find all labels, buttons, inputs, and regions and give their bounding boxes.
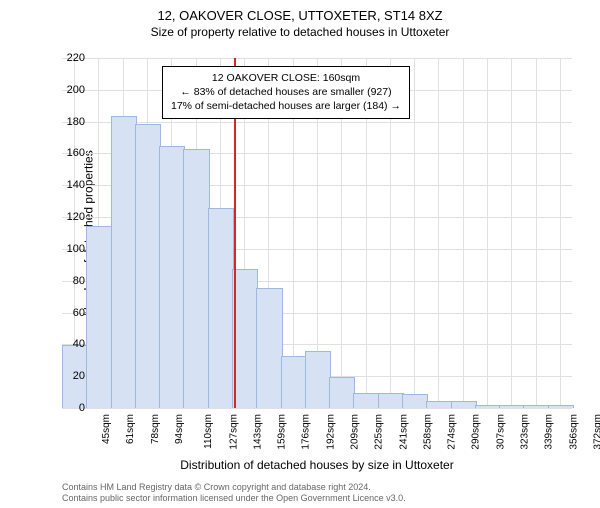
x-tick-label: 127sqm xyxy=(228,414,239,450)
histogram-bar xyxy=(402,394,428,408)
histogram-bar xyxy=(499,405,525,408)
chart-title: 12, OAKOVER CLOSE, UTTOXETER, ST14 8XZ xyxy=(0,8,600,23)
histogram-bar xyxy=(86,226,112,408)
histogram-bar xyxy=(548,405,574,408)
y-tick-label: 120 xyxy=(55,211,85,223)
gridline-v xyxy=(536,58,537,408)
gridline-v xyxy=(438,58,439,408)
x-tick-label: 225sqm xyxy=(374,414,385,450)
histogram-bar xyxy=(183,149,209,408)
x-tick-label: 78sqm xyxy=(150,414,161,444)
x-tick-label: 241sqm xyxy=(398,414,409,450)
x-tick-label: 45sqm xyxy=(101,414,112,444)
footer-line-2: Contains public sector information licen… xyxy=(62,493,406,504)
info-line-3: 17% of semi-detached houses are larger (… xyxy=(171,99,401,113)
footer-line-1: Contains HM Land Registry data © Crown c… xyxy=(62,482,406,493)
y-tick-label: 140 xyxy=(55,179,85,191)
info-line-2: ← 83% of detached houses are smaller (92… xyxy=(171,85,401,99)
y-tick-label: 60 xyxy=(55,307,85,319)
gridline-h xyxy=(62,408,572,409)
x-tick-label: 307sqm xyxy=(495,414,506,450)
x-axis-label: Distribution of detached houses by size … xyxy=(62,458,572,472)
histogram-bar xyxy=(523,405,549,408)
histogram-bar xyxy=(353,393,379,408)
plot-area: 12 OAKOVER CLOSE: 160sqm← 83% of detache… xyxy=(62,58,572,408)
info-box: 12 OAKOVER CLOSE: 160sqm← 83% of detache… xyxy=(162,66,410,119)
x-tick-label: 159sqm xyxy=(277,414,288,450)
x-tick-label: 143sqm xyxy=(252,414,263,450)
x-tick-label: 274sqm xyxy=(447,414,458,450)
info-line-1: 12 OAKOVER CLOSE: 160sqm xyxy=(171,71,401,85)
y-tick-label: 160 xyxy=(55,147,85,159)
y-tick-label: 200 xyxy=(55,84,85,96)
x-tick-label: 290sqm xyxy=(471,414,482,450)
histogram-bar xyxy=(451,401,477,408)
y-tick-label: 220 xyxy=(55,52,85,64)
footer-text: Contains HM Land Registry data © Crown c… xyxy=(62,482,406,504)
chart-container: 12, OAKOVER CLOSE, UTTOXETER, ST14 8XZ S… xyxy=(0,8,600,508)
histogram-bar xyxy=(208,208,234,408)
x-tick-label: 94sqm xyxy=(174,414,185,444)
x-tick-label: 339sqm xyxy=(544,414,555,450)
histogram-bar xyxy=(111,116,137,408)
x-tick-label: 258sqm xyxy=(422,414,433,450)
histogram-bar xyxy=(135,124,161,408)
x-tick-label: 209sqm xyxy=(350,414,361,450)
x-tick-label: 356sqm xyxy=(568,414,579,450)
histogram-bar xyxy=(281,356,307,408)
histogram-bar xyxy=(329,377,355,408)
histogram-bar xyxy=(305,351,331,408)
x-tick-label: 176sqm xyxy=(301,414,312,450)
y-tick-label: 100 xyxy=(55,243,85,255)
gridline-v xyxy=(414,58,415,408)
x-tick-label: 372sqm xyxy=(592,414,600,450)
y-tick-label: 20 xyxy=(55,370,85,382)
x-tick-label: 323sqm xyxy=(520,414,531,450)
gridline-v xyxy=(487,58,488,408)
histogram-bar xyxy=(159,146,185,408)
gridline-v xyxy=(463,58,464,408)
y-tick-label: 40 xyxy=(55,338,85,350)
y-tick-label: 180 xyxy=(55,116,85,128)
x-tick-label: 61sqm xyxy=(125,414,136,444)
y-tick-label: 80 xyxy=(55,275,85,287)
histogram-bar xyxy=(378,393,404,408)
x-tick-label: 110sqm xyxy=(203,414,214,449)
histogram-bar xyxy=(475,405,501,408)
gridline-v xyxy=(511,58,512,408)
chart-subtitle: Size of property relative to detached ho… xyxy=(0,25,600,39)
y-tick-label: 0 xyxy=(55,402,85,414)
histogram-bar xyxy=(232,269,258,408)
x-tick-label: 192sqm xyxy=(325,414,336,450)
gridline-v xyxy=(560,58,561,408)
histogram-bar xyxy=(426,401,452,408)
histogram-bar xyxy=(256,288,282,408)
